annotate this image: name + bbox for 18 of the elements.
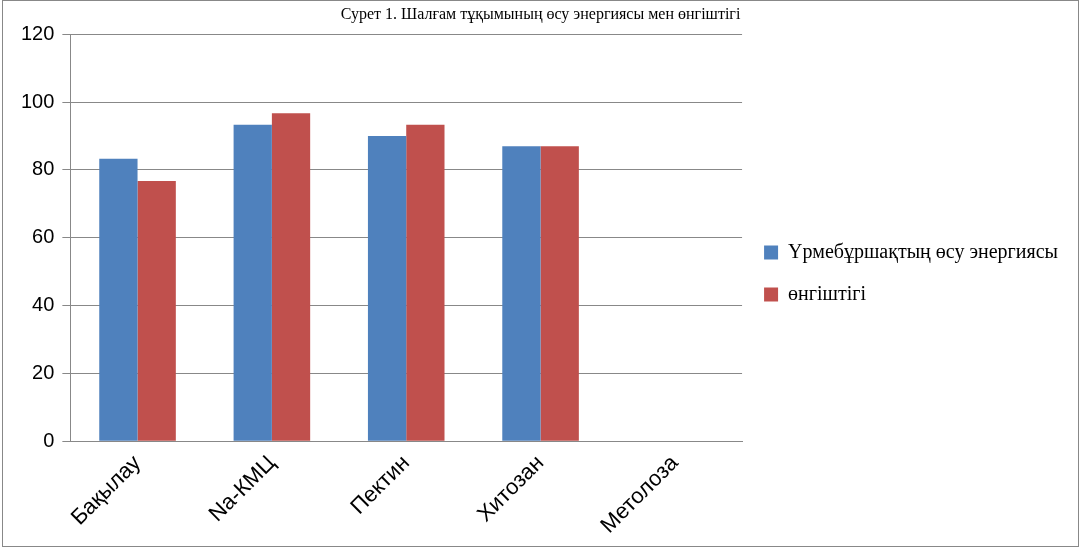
bar <box>233 124 272 441</box>
bar <box>367 135 407 441</box>
bar <box>406 124 445 441</box>
bar <box>99 158 138 441</box>
y-tick-label: 80 <box>32 157 55 180</box>
bar <box>271 113 311 441</box>
bar <box>137 181 176 441</box>
bar <box>502 146 541 441</box>
y-tick-label: 120 <box>20 21 55 44</box>
y-tick-label: 60 <box>32 225 55 248</box>
chart-title: Сурет 1. Шалғам тұқымының өсу энергиясы мен өнгіштігі <box>340 4 741 23</box>
y-tick-label: 100 <box>20 89 55 112</box>
bar <box>540 146 579 441</box>
y-tick-label: 40 <box>32 293 55 316</box>
y-tick-label: 20 <box>32 360 55 383</box>
legend-label: Үрмебұршақтың өсу энергиясы <box>788 239 1058 263</box>
y-tick-label: 0 <box>43 428 55 451</box>
legend-label: өнгіштігі <box>788 281 867 304</box>
